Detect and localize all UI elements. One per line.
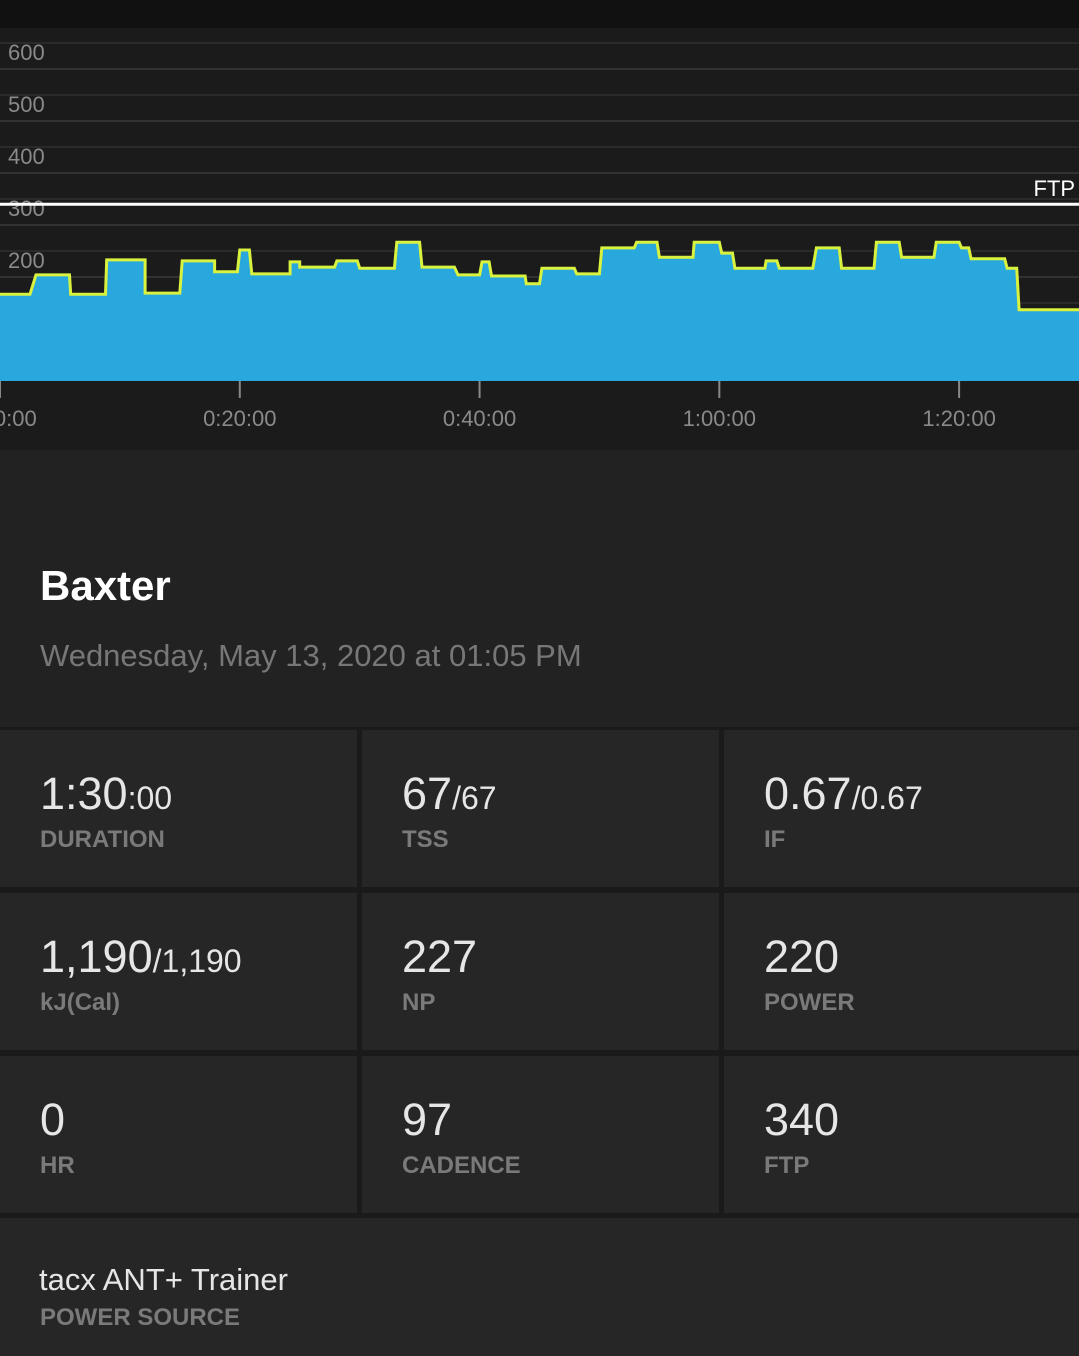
stat-sub: /67: [452, 780, 497, 816]
stat-sub: :00: [127, 780, 173, 816]
source-label: POWER SOURCE: [40, 1304, 241, 1331]
stat-label: CADENCE: [402, 1152, 521, 1179]
source-tile: tacx ANT+ Trainer POWER SOURCE: [0, 1218, 1079, 1356]
stat-main: 220: [764, 931, 840, 982]
x-tick-label: 1:00:00: [683, 406, 756, 431]
stat-tile: 0.67/0.67 IF: [724, 730, 1079, 887]
stat-main: 0: [40, 1094, 66, 1145]
stat-tile: 340 FTP: [724, 1056, 1079, 1213]
stat-value: 97: [402, 1094, 452, 1146]
stat-tile: 227 NP: [362, 893, 719, 1050]
stat-label: DURATION: [40, 826, 165, 853]
stat-label: NP: [402, 989, 436, 1016]
stat-value: 0: [40, 1094, 65, 1146]
stat-main: 0.67: [764, 768, 852, 819]
stat-label: HR: [40, 1152, 75, 1179]
stat-tile: 1:30:00 DURATION: [0, 730, 357, 887]
stat-label: POWER: [764, 989, 855, 1016]
stat-tile: 0 HR: [0, 1056, 357, 1213]
stat-value: 340: [764, 1094, 839, 1146]
workout-date: Wednesday, May 13, 2020 at 01:05 PM: [40, 638, 582, 673]
x-tick-label: 0:40:00: [443, 406, 516, 431]
stat-tile: 1,190/1,190 kJ(Cal): [0, 893, 357, 1050]
stat-sub: /1,190: [152, 943, 242, 979]
power-chart: 200 300 400 500 600 FTP 0:00:00 0:20:00 0:40:00 1…: [0, 0, 1079, 450]
stat-label: FTP: [764, 1152, 810, 1179]
stat-main: 340: [764, 1094, 840, 1145]
chart-top-band: [0, 0, 1079, 28]
y-tick-label: 200: [8, 248, 45, 273]
stat-main: 227: [402, 931, 478, 982]
stat-value: 1:30:00: [40, 768, 172, 820]
stat-tile: 220 POWER: [724, 893, 1079, 1050]
stat-main: 1,190: [40, 931, 153, 982]
stat-value: 67/67: [402, 768, 497, 820]
x-tick-label: 0:20:00: [203, 406, 276, 431]
stat-tile: 97 CADENCE: [362, 1056, 719, 1213]
workout-title: Baxter: [40, 562, 171, 609]
stat-value: 220: [764, 931, 839, 983]
stat-label: IF: [764, 826, 786, 853]
stat-sub: /0.67: [851, 780, 923, 816]
source-name: tacx ANT+ Trainer: [39, 1262, 288, 1297]
ftp-label: FTP: [1033, 176, 1075, 201]
stat-value: 227: [402, 931, 477, 983]
stat-main: 1:30: [40, 768, 128, 819]
y-tick-label: 400: [8, 144, 45, 169]
stat-tile: 67/67 TSS: [362, 730, 719, 887]
stat-value: 0.67/0.67: [764, 768, 923, 820]
x-tick-label: 1:20:00: [922, 406, 995, 431]
power-area: [0, 242, 1079, 381]
y-tick-label: 500: [8, 92, 45, 117]
power-line: [0, 240, 1079, 312]
stats-grid: 1:30:00 DURATION 67/67 TSS 0.67/0.67 IF 1,190/…: [0, 730, 1079, 1213]
y-tick-label: 300: [8, 196, 45, 221]
stat-value: 1,190/1,190: [40, 931, 242, 983]
stat-label: TSS: [402, 826, 449, 853]
info-panel: [0, 450, 1079, 727]
stat-main: 97: [402, 1094, 453, 1145]
stat-label: kJ(Cal): [40, 989, 121, 1016]
stat-main: 67: [402, 768, 453, 819]
y-tick-label: 600: [8, 40, 45, 65]
x-tick-label: 0:00:00: [0, 406, 37, 431]
